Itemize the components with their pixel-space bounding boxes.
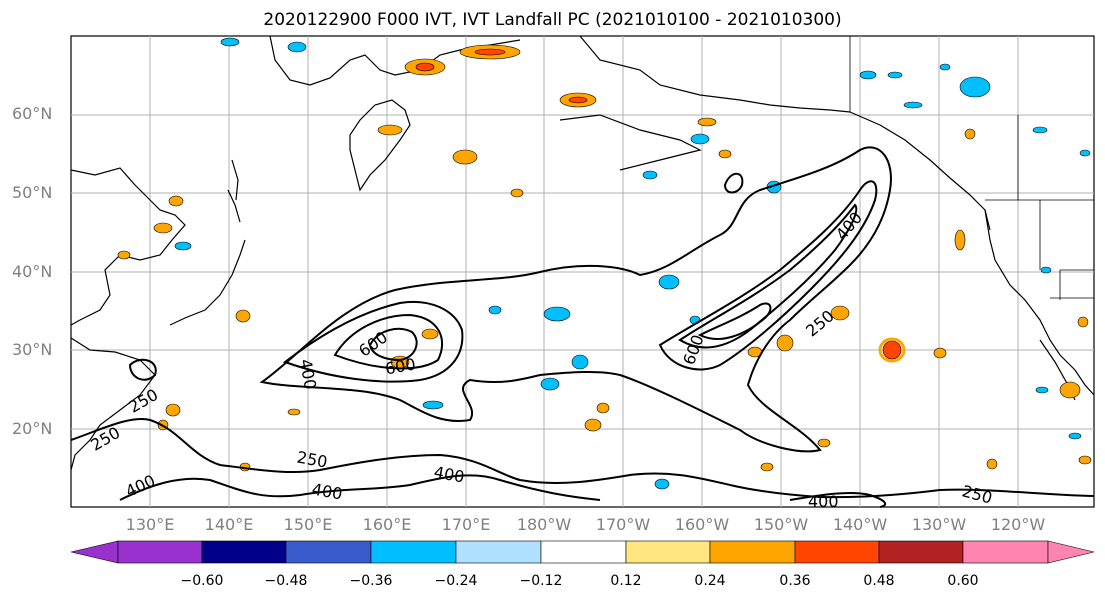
contour-400-south [119,474,601,501]
contour-closed-1 [723,172,744,194]
lon-label: 140°W [832,515,888,534]
ivt-contours [70,146,1095,508]
contour-label: 400 [808,492,839,511]
colorbar-tick-label: −0.24 [434,573,478,589]
colorbar-tick-label: −0.60 [180,573,224,589]
lon-label: 130°E [125,515,175,534]
lon-label: 150°E [283,515,333,534]
colorbar [70,540,1095,564]
lon-label: 180°W [516,515,572,534]
lat-label: 30°N [12,340,53,359]
contour-400-se [789,491,887,508]
colorbar-tick-label: −0.36 [349,573,393,589]
lon-label: 120°W [990,515,1046,534]
contour-800-west [368,327,418,362]
colorbar-tick-label: 0.24 [694,573,726,589]
colorbar-tick-label: −0.12 [519,573,563,589]
lon-label: 160°E [362,515,412,534]
lon-label: 140°E [204,515,254,534]
contour-250-south [70,418,1095,499]
contour-400-west [282,300,464,383]
contour-600-west [333,313,443,370]
contour-400-east [658,180,878,371]
map-title: 2020122900 F000 IVT, IVT Landfall PC (20… [263,10,842,30]
colorbar-tick-label: −0.48 [264,573,308,589]
lat-label: 50°N [12,183,53,202]
colorbar-tick-label: 0.36 [779,573,811,589]
lon-label: 130°W [911,515,967,534]
lat-label: 20°N [12,419,53,438]
coastlines [70,35,1095,471]
lon-label: 160°W [674,515,730,534]
lon-label: 170°W [595,515,651,534]
borders [849,36,1094,300]
contour-800-east [697,302,772,340]
contour-250-main [259,146,892,453]
colorbar-tick-label: 0.12 [610,573,642,589]
graticule [71,36,1094,507]
lon-label: 150°W [753,515,809,534]
contour-600-east [678,203,858,349]
colorbar-tick-label: 0.60 [947,573,979,589]
lon-label: 170°E [441,515,491,534]
contour-closed-2 [128,358,157,381]
lat-label: 40°N [12,262,53,281]
colorbar-tick-label: 0.48 [863,573,895,589]
lat-label: 60°N [12,104,53,123]
